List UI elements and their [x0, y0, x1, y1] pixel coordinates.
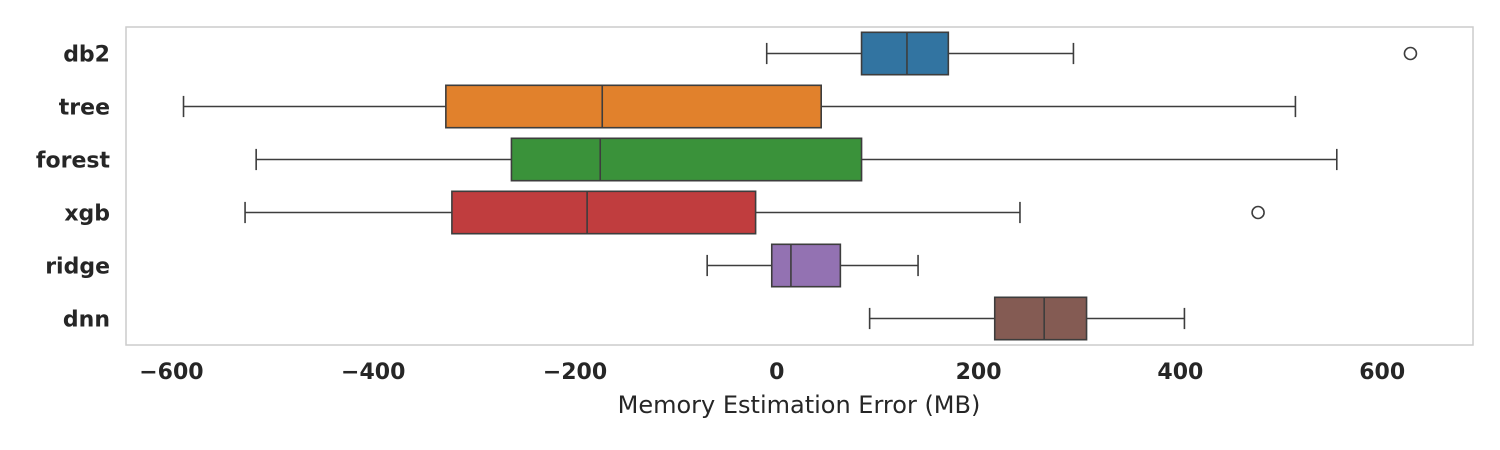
- x-tick-label: −600: [139, 360, 203, 385]
- box-tree: [182, 84, 1297, 129]
- iqr-box-ridge: [770, 243, 842, 288]
- iqr-box-forest: [510, 137, 863, 182]
- y-tick-label-xgb: xgb: [64, 202, 110, 227]
- box-db2: [765, 31, 1418, 76]
- x-tick-label: 400: [1157, 360, 1203, 385]
- iqr-box-xgb: [451, 190, 757, 235]
- y-tick-label-tree: tree: [59, 96, 110, 121]
- iqr-box-db2: [860, 31, 950, 76]
- box-xgb: [244, 190, 1265, 235]
- y-tick-label-forest: forest: [36, 149, 111, 174]
- x-tick-label: 0: [769, 360, 784, 385]
- x-tick-label: 200: [956, 360, 1002, 385]
- y-tick-label-ridge: ridge: [45, 255, 110, 280]
- plot-frame: [125, 26, 1474, 346]
- outlier-xgb-0: [1251, 205, 1265, 220]
- box-dnn: [868, 296, 1186, 341]
- iqr-box-dnn: [993, 296, 1088, 341]
- y-tick-label-dnn: dnn: [63, 308, 110, 333]
- iqr-box-tree: [445, 84, 822, 129]
- box-ridge: [706, 243, 919, 288]
- x-axis-title: Memory Estimation Error (MB): [618, 391, 981, 419]
- y-tick-label-db2: db2: [63, 43, 110, 68]
- x-tick-label: −200: [543, 360, 607, 385]
- outlier-db2-0: [1403, 46, 1418, 61]
- boxes-layer: [182, 31, 1418, 341]
- box-forest: [255, 137, 1338, 182]
- y-tick-labels: db2 tree forest xgb ridge dnn: [36, 43, 111, 333]
- x-tick-label: −400: [341, 360, 405, 385]
- x-tick-label: 600: [1359, 360, 1405, 385]
- x-tick-labels: −600 −400 −200 0 200 400 600: [139, 360, 1405, 385]
